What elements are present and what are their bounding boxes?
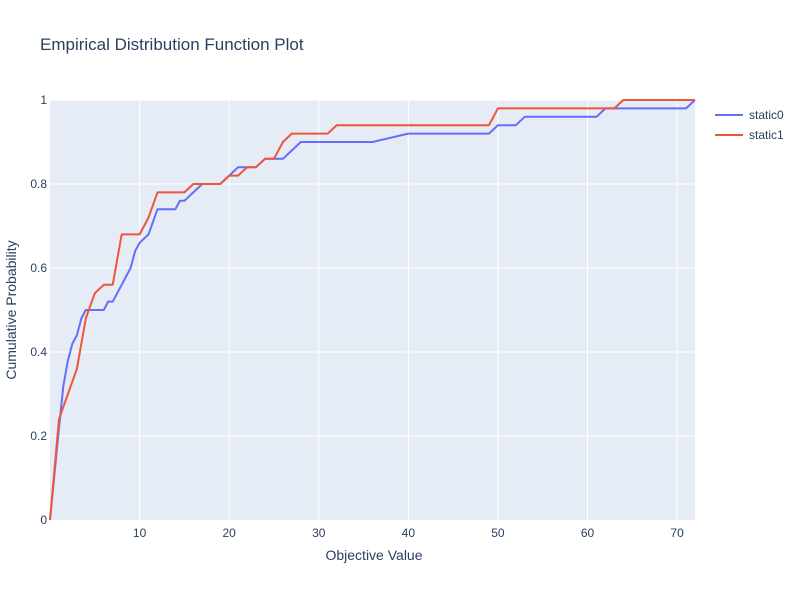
x-tick-label: 60 <box>581 526 595 540</box>
x-tick-label: 40 <box>402 526 416 540</box>
legend-label: static0 <box>749 108 784 122</box>
series-line-static1 <box>49 99 695 521</box>
chart-title: Empirical Distribution Function Plot <box>40 35 304 54</box>
legend[interactable]: static0 static1 <box>715 108 784 142</box>
y-tick-label: 0.8 <box>30 177 47 191</box>
y-tick-label: 0.4 <box>30 345 47 359</box>
x-tick-label: 70 <box>670 526 684 540</box>
x-tick-label: 50 <box>491 526 505 540</box>
tick-layer: 10 20 30 40 50 60 70 0 0.2 0.4 0.6 0.8 1 <box>30 93 684 540</box>
plot-background <box>50 100 695 520</box>
y-tick-label: 0.6 <box>30 261 47 275</box>
x-tick-label: 10 <box>133 526 147 540</box>
x-axis-title: Objective Value <box>325 547 422 563</box>
y-axis-title: Cumulative Probability <box>3 240 19 379</box>
grid-layer <box>50 99 695 520</box>
series-layer <box>49 99 696 521</box>
legend-label: static1 <box>749 128 784 142</box>
legend-item-static1[interactable]: static1 <box>715 128 784 142</box>
x-tick-label: 20 <box>222 526 236 540</box>
y-tick-label: 0.2 <box>30 429 47 443</box>
legend-item-static0[interactable]: static0 <box>715 108 784 122</box>
y-tick-label: 1 <box>40 93 47 107</box>
y-tick-label: 0 <box>40 513 47 527</box>
x-tick-label: 30 <box>312 526 326 540</box>
